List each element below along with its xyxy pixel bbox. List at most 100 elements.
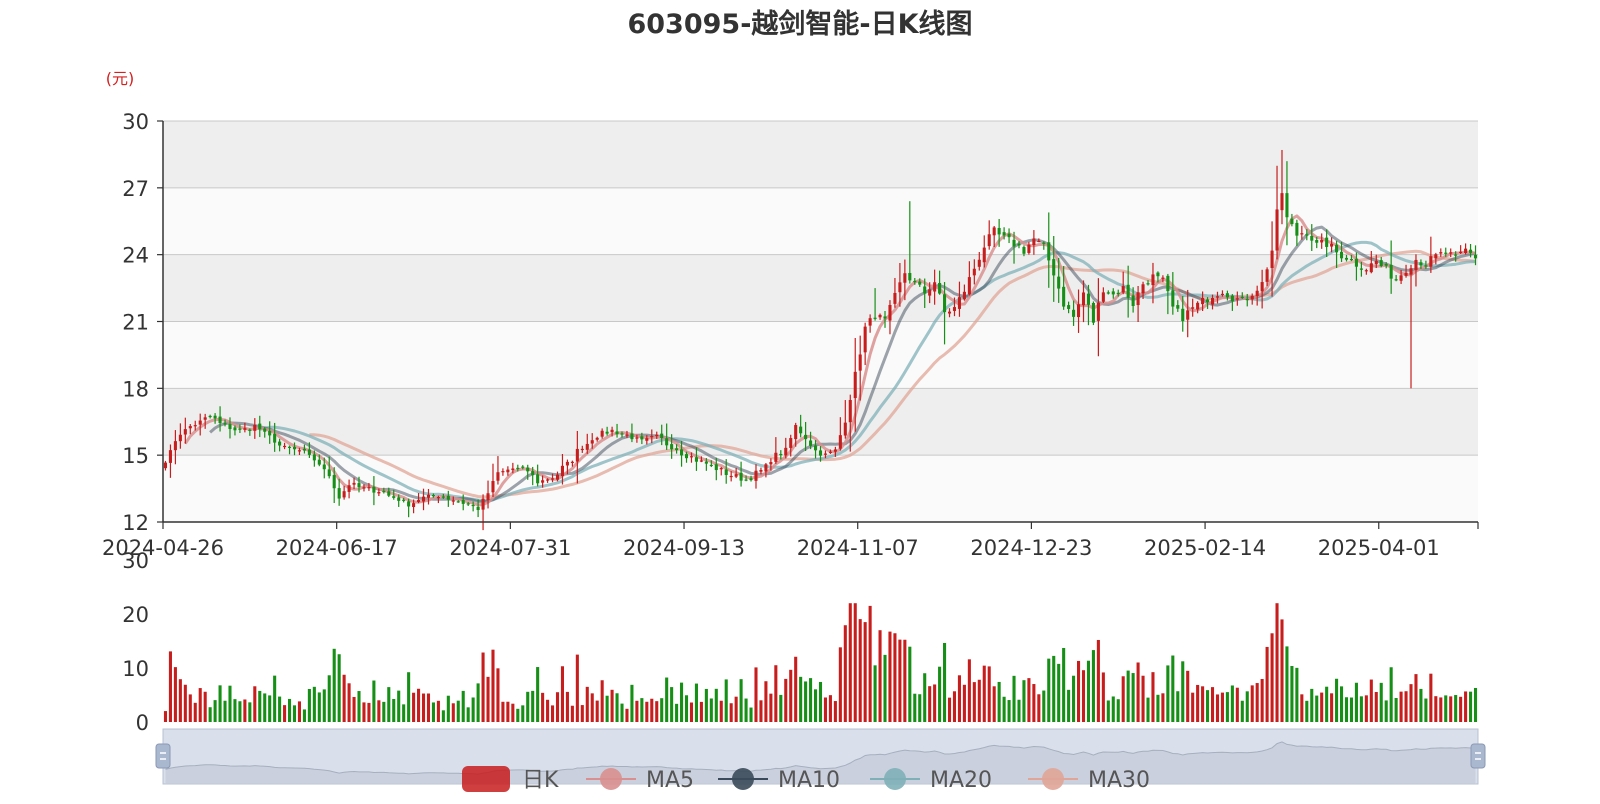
candle-body xyxy=(312,454,316,461)
volume-bar xyxy=(1086,660,1091,722)
candle xyxy=(1295,219,1299,246)
volume-bar xyxy=(868,605,872,722)
candle-body xyxy=(645,438,649,441)
candle-body xyxy=(332,475,336,489)
volume-bar xyxy=(1191,692,1195,722)
volume-bar xyxy=(1047,658,1051,722)
candle xyxy=(178,423,182,449)
legend-item-ma10[interactable]: MA10 xyxy=(718,768,840,793)
candle xyxy=(407,498,411,518)
candle-body xyxy=(809,440,813,446)
volume-bar xyxy=(283,705,287,722)
candle-body xyxy=(238,428,242,430)
candle-body xyxy=(1047,242,1051,261)
date-axis: 2024-04-26 2024-06-17 2024-07-31 2024-09-13… xyxy=(102,521,1479,560)
volume-bar xyxy=(625,708,629,722)
candle xyxy=(1330,237,1334,253)
volume-bar xyxy=(1424,698,1428,722)
candle-body xyxy=(1389,264,1393,279)
candle-body xyxy=(1131,295,1135,306)
volume-bar xyxy=(491,649,495,722)
candle xyxy=(1290,213,1294,227)
legend-item-ma30[interactable]: MA30 xyxy=(1028,768,1150,793)
volume-bar xyxy=(541,692,545,722)
volume-bar xyxy=(1255,683,1259,722)
volume-bar xyxy=(1116,699,1120,722)
volume-bar xyxy=(168,651,172,722)
candle xyxy=(1275,165,1279,260)
candle-body xyxy=(243,428,247,430)
volume-bar xyxy=(1106,700,1110,722)
candle-body xyxy=(982,247,986,263)
candle xyxy=(168,444,172,478)
candle-body xyxy=(1290,218,1294,225)
candle xyxy=(451,496,455,505)
volume-bar xyxy=(1310,688,1314,722)
candle xyxy=(749,475,753,482)
volume-bar xyxy=(382,701,386,722)
candle xyxy=(283,442,287,450)
candle-body xyxy=(521,466,525,468)
date-tick-label: 2024-09-13 xyxy=(623,536,745,560)
volume-bar xyxy=(223,700,227,722)
candle-body xyxy=(1161,277,1165,279)
candle xyxy=(1037,238,1041,243)
legend-label: MA20 xyxy=(930,768,992,793)
zoom-handle-left[interactable] xyxy=(155,743,171,769)
date-tick-label: 2024-04-26 xyxy=(102,536,224,560)
candle xyxy=(1126,265,1130,318)
date-tick-label: 2024-06-17 xyxy=(276,536,398,560)
candle-body xyxy=(253,425,257,431)
candle-body xyxy=(397,497,401,501)
volume-bar xyxy=(1002,696,1006,722)
price-axis: 12 15 18 21 24 27 30 xyxy=(122,110,164,535)
volume-bar xyxy=(501,701,505,722)
candle-body xyxy=(173,441,177,451)
candle-body xyxy=(526,467,530,472)
candle xyxy=(431,493,435,498)
candle xyxy=(947,308,952,318)
candle-body xyxy=(1052,259,1056,276)
legend-item-ma20[interactable]: MA20 xyxy=(870,768,992,793)
volume-bar xyxy=(928,686,932,722)
candle xyxy=(1146,280,1150,286)
candle xyxy=(570,460,574,467)
volume-bar xyxy=(1017,699,1021,722)
candle xyxy=(1012,231,1016,264)
candle-body xyxy=(1101,292,1105,302)
candle xyxy=(471,501,475,512)
candle xyxy=(759,467,763,475)
candle xyxy=(292,442,297,456)
candle-body xyxy=(536,474,540,484)
candle-body xyxy=(1374,260,1378,265)
candle-body xyxy=(1325,237,1329,247)
candle xyxy=(1156,271,1160,283)
candle xyxy=(223,419,227,427)
candle xyxy=(173,430,177,465)
candle-body xyxy=(1429,256,1433,267)
volume-bar xyxy=(665,677,669,722)
volume-bar xyxy=(546,699,550,722)
candle-body xyxy=(307,449,311,455)
candle-body xyxy=(967,277,971,295)
legend-item-ma5[interactable]: MA5 xyxy=(586,768,694,793)
candle xyxy=(789,434,793,457)
candle-body xyxy=(1191,307,1195,309)
volume-bar xyxy=(521,705,525,722)
zoom-handle-right[interactable] xyxy=(1470,743,1486,769)
candle xyxy=(967,261,971,296)
candle-body xyxy=(1320,239,1324,243)
volume-bar xyxy=(263,693,267,722)
candle-body xyxy=(382,490,386,493)
candle xyxy=(744,475,748,482)
volume-bar xyxy=(873,665,877,722)
candle-body xyxy=(992,227,996,236)
candle-body xyxy=(302,448,306,451)
candle-body xyxy=(377,492,381,494)
volume-bar xyxy=(1300,694,1304,722)
legend-item-日k[interactable]: 日K xyxy=(462,766,559,793)
volume-bar xyxy=(962,684,966,722)
candle xyxy=(327,456,331,479)
candle-body xyxy=(1240,296,1244,298)
candle-body xyxy=(1032,238,1036,246)
